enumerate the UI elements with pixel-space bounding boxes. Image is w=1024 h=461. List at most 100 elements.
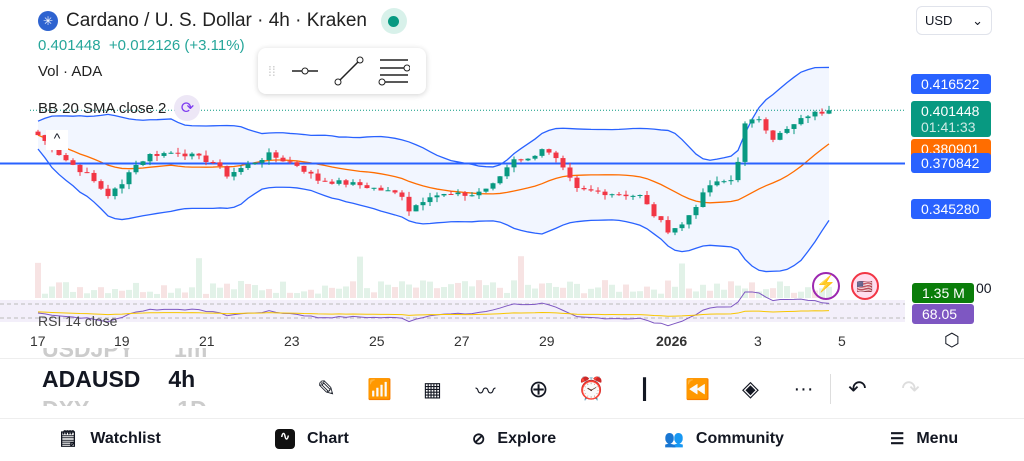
nav-community[interactable]: 👥 Community (664, 430, 784, 448)
date-label: 3 (754, 333, 762, 349)
volume-bar (553, 286, 559, 298)
candle (532, 155, 538, 159)
candle (581, 188, 587, 190)
volume-bar (252, 285, 258, 298)
volume-bar (189, 287, 195, 298)
nav-menu[interactable]: ☰ Menu (890, 430, 959, 448)
collapse-chevron-icon[interactable]: ^ (46, 130, 68, 150)
volume-bar (728, 281, 734, 298)
us-flag-event-icon[interactable]: 🇺🇸 (851, 272, 879, 300)
candle (518, 159, 524, 161)
volume-bar (679, 263, 685, 298)
volume-bar (595, 287, 601, 298)
volume-bar (546, 283, 552, 298)
alert-clock-icon[interactable]: ⏰ (577, 376, 606, 401)
volume-bar (98, 287, 104, 298)
candle (812, 111, 818, 117)
picker-prev-symbol[interactable]: USDJPY (42, 348, 135, 362)
candle (315, 173, 321, 181)
candle (735, 161, 741, 181)
candle (714, 181, 720, 186)
volume-bar (287, 292, 293, 298)
candle (462, 192, 468, 196)
redo-icon[interactable]: ↷ (901, 376, 920, 401)
volume-bar (588, 288, 594, 298)
candle (658, 216, 664, 221)
trend-line-icon[interactable] (334, 56, 364, 86)
drag-handle-icon[interactable]: ⁞⁞ (268, 63, 276, 79)
volume-bar (714, 283, 720, 298)
volume-bar (126, 289, 132, 298)
bb-legend[interactable]: BB 20 SMA close 2 ⟳ (38, 95, 201, 121)
volume-bar (763, 289, 769, 298)
picker-prev-tf[interactable]: 1m (174, 348, 208, 362)
layers-icon[interactable]: ◈ (742, 376, 759, 401)
volume-bar (497, 287, 503, 298)
candle (287, 161, 293, 163)
volume-bar (112, 289, 118, 298)
draw-pencil-icon[interactable]: ✎ (317, 376, 336, 401)
lightning-event-icon[interactable]: ⚡ (812, 272, 840, 300)
candle (231, 172, 237, 177)
picker-next-tf[interactable]: 1D (177, 394, 206, 406)
candle (245, 164, 251, 169)
symbol-title[interactable]: ✳ Cardano / U. S. Dollar · 4h · Kraken (38, 8, 407, 34)
replay-icon[interactable]: ⏪ (685, 378, 710, 401)
candle (189, 153, 195, 157)
indicators-icon[interactable]: 📶 (367, 378, 392, 401)
refresh-icon[interactable]: ⟳ (174, 95, 201, 121)
volume-legend[interactable]: Vol · ADA (38, 63, 103, 80)
nav-chart[interactable]: ∿ Chart (275, 429, 349, 449)
nav-explore[interactable]: ⊘ Explore (472, 430, 557, 448)
add-plus-icon[interactable]: ⊕ (528, 375, 549, 403)
volume-bar (357, 256, 363, 298)
symbol-picker[interactable]: USDJPY 1m ADAUSD 4h DXY 1D (42, 348, 207, 406)
compare-icon[interactable]: 〰 (475, 380, 496, 403)
date-label: 5 (838, 333, 846, 349)
volume-bar (672, 286, 678, 298)
rsi-legend[interactable]: RSI 14 close (38, 313, 118, 326)
volume-bar (805, 287, 811, 298)
volume-bar (455, 282, 461, 298)
candle (322, 180, 328, 182)
undo-icon[interactable]: ↶ (848, 376, 867, 401)
candle (56, 149, 62, 156)
picker-symbol[interactable]: ADAUSD (42, 366, 141, 392)
market-open-icon (380, 8, 407, 34)
price-chart[interactable] (0, 0, 1024, 330)
layouts-grid-icon[interactable]: ▦ (423, 378, 442, 401)
candle (119, 184, 125, 189)
candle (105, 188, 111, 197)
volume-bar (399, 281, 405, 298)
volume-bar (784, 286, 790, 298)
volume-bar (378, 281, 384, 298)
candle (217, 162, 223, 167)
candle (427, 197, 433, 203)
candle-type-icon[interactable]: ┃ (638, 378, 651, 401)
date-label: 19 (114, 333, 130, 349)
picker-next-symbol[interactable]: DXY (42, 394, 89, 406)
volume-bar (217, 287, 223, 298)
chart-settings-icon[interactable]: ⬡ (944, 330, 960, 350)
parallel-channel-icon[interactable] (378, 56, 410, 86)
currency-select[interactable]: USD ⌄ (916, 6, 992, 35)
candle (798, 118, 804, 125)
more-icon[interactable]: ··· (793, 377, 814, 400)
candle (350, 182, 356, 185)
volume-bar (574, 283, 580, 298)
picker-timeframe[interactable]: 4h (168, 366, 196, 392)
rsi-panel (0, 300, 905, 322)
volume-bar (756, 291, 762, 298)
candle (224, 166, 230, 177)
volume-bar (693, 291, 699, 298)
candle (819, 111, 825, 114)
candle (455, 192, 461, 195)
volume-bar (294, 293, 300, 298)
candle (175, 152, 181, 154)
volume-bar (161, 285, 167, 298)
nav-watchlist[interactable]: 🗒 Watchlist (58, 430, 161, 448)
horizontal-ray-icon[interactable] (290, 61, 320, 81)
date-label: 23 (284, 333, 300, 349)
candle (378, 187, 384, 191)
candle (791, 124, 797, 129)
